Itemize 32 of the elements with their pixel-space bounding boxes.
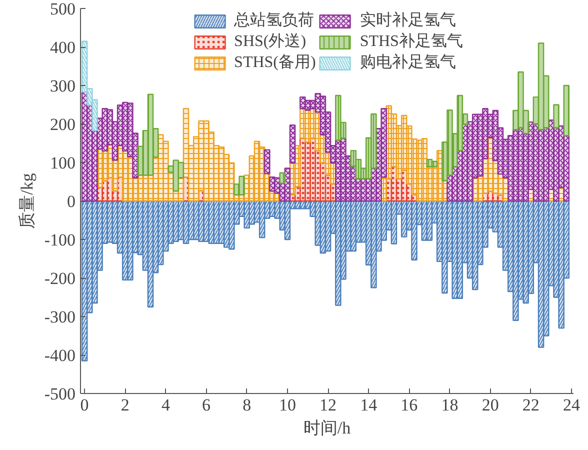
- y-tick-label: 200: [50, 115, 76, 134]
- x-tick-label: 14: [360, 396, 378, 414]
- y-tick-label: -100: [44, 230, 76, 250]
- y-tick-label: 100: [50, 154, 76, 172]
- x-tick-label: 6: [202, 396, 211, 414]
- legend-label: 实时补足氢气: [360, 10, 456, 31]
- y-axis-title: 质量/kg: [17, 172, 36, 229]
- x-tick-label: 22: [522, 396, 540, 414]
- x-tick-label: 0: [80, 396, 89, 414]
- x-tick-label: 24: [562, 396, 580, 414]
- y-tick-label: -500: [44, 384, 76, 404]
- x-tick-label: 12: [320, 396, 337, 414]
- y-tick-label: -300: [44, 308, 76, 326]
- x-tick-label: 18: [441, 396, 458, 414]
- y-tick-label: -400: [44, 346, 76, 365]
- x-tick-label: 20: [482, 396, 499, 414]
- legend-label: STHS补足氢气: [360, 32, 463, 52]
- y-tick-label: 0: [67, 192, 76, 211]
- x-tick-label: 10: [278, 396, 296, 414]
- x-tick-label: 16: [400, 396, 418, 414]
- x-tick-label: 4: [161, 396, 170, 414]
- x-tick-label: 8: [242, 396, 252, 414]
- legend-label: STHS(备用): [234, 53, 316, 73]
- y-tick-label: 300: [50, 76, 76, 96]
- x-axis-title: 时间/h: [303, 418, 352, 438]
- legend-label: SHS(外送): [234, 32, 306, 52]
- x-tick-label: 2: [120, 396, 130, 414]
- y-tick-label: -200: [44, 269, 76, 288]
- y-tick-label: 500: [50, 0, 76, 18]
- legend-label: 总站氢负荷: [234, 10, 314, 31]
- legend-label: 购电补足氢气: [360, 52, 456, 73]
- y-tick-label: 400: [50, 38, 76, 57]
